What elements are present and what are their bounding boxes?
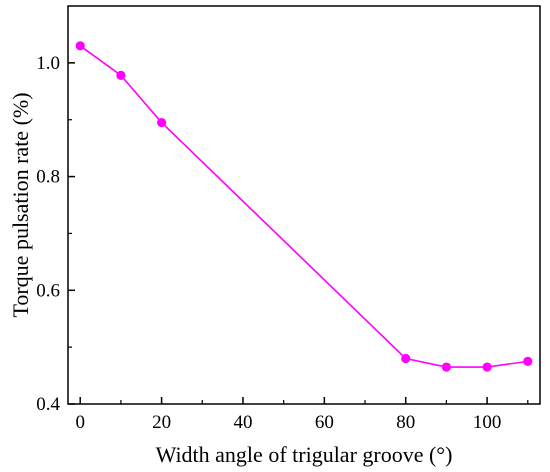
x-tick-label: 100 (473, 412, 502, 433)
y-axis-title: Torque pulsation rate (%) (8, 92, 33, 317)
data-point (482, 362, 492, 372)
y-tick-label: 0.4 (36, 394, 60, 415)
data-point (75, 41, 85, 51)
data-point (116, 70, 126, 80)
x-axis-title: Width angle of trigular groove (°) (156, 442, 453, 467)
y-tick-label: 0.6 (36, 280, 60, 301)
plot-frame (67, 5, 541, 405)
y-tick-label: 0.8 (36, 167, 60, 188)
tick-marks (68, 62, 529, 405)
data-point (523, 356, 533, 366)
x-tick-label: 0 (75, 412, 85, 433)
data-point (156, 117, 167, 128)
x-tick-label: 20 (152, 412, 171, 433)
y-tick-label: 1.0 (36, 53, 60, 74)
x-tick-label: 80 (396, 412, 415, 433)
x-tick-label: 60 (315, 412, 334, 433)
series-group (75, 41, 533, 372)
data-point (401, 353, 411, 364)
series-line (79, 45, 528, 368)
x-tick-label: 40 (233, 412, 252, 433)
data-point (441, 362, 452, 372)
tick-labels: 0 20 40 60 80 100 0.4 0.6 0.8 1.0 (36, 53, 501, 433)
